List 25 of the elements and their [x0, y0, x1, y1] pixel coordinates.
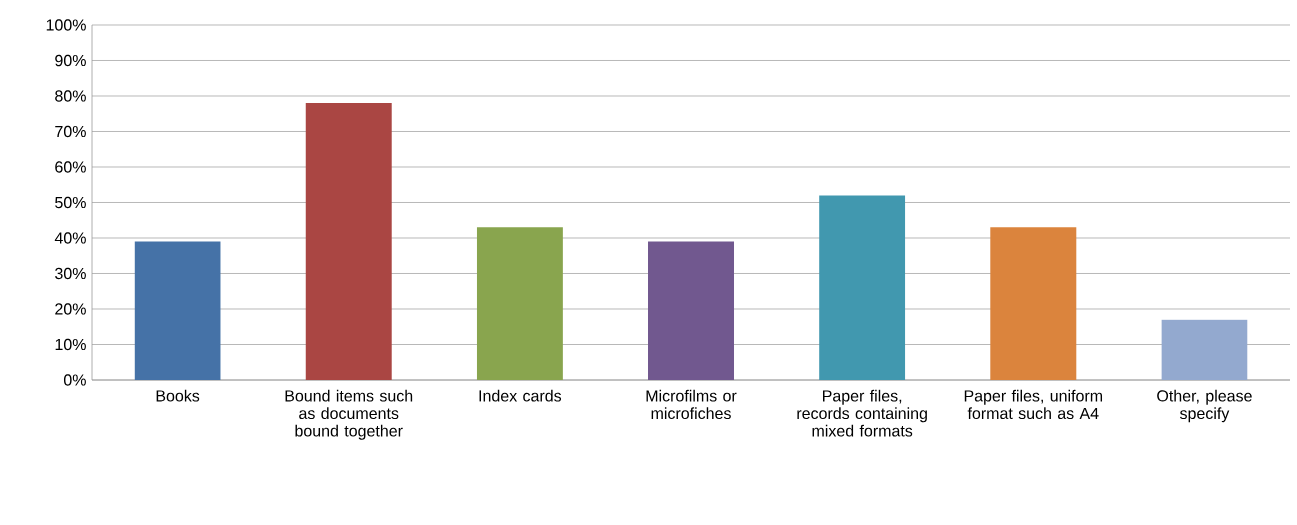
x-tick-label: Paper files, uniform format such as A4 [964, 389, 1103, 420]
y-tick-label: 60% [55, 161, 86, 173]
x-tick-label: Bound items such as documents bound together [285, 389, 413, 440]
y-tick-label: 70% [55, 125, 86, 138]
y-tick-label: 40% [54, 232, 86, 244]
bar [819, 195, 906, 380]
bar [476, 227, 563, 380]
bar [134, 241, 221, 380]
y-tick-label: 0% [63, 374, 86, 386]
y-tick-label: 10% [55, 338, 86, 351]
y-tick-label: 30% [55, 267, 86, 280]
x-tick-label: Paper files, records containing mixed formats [797, 389, 927, 437]
bar [1161, 319, 1248, 380]
y-tick-label: 80% [55, 90, 86, 102]
y-tick-label: 50% [55, 196, 86, 209]
x-tick-label: Books [156, 389, 200, 402]
x-tick-label: Other, please specify [1157, 389, 1252, 423]
bar [990, 227, 1077, 380]
bar [648, 241, 735, 380]
y-tick-label: 100% [46, 19, 86, 31]
y-tick-label: 90% [55, 54, 86, 67]
x-tick-label: Index cards [479, 389, 562, 402]
y-tick-label: 20% [55, 303, 86, 315]
x-tick-label: Microfilms or microfiches [646, 389, 737, 420]
bar [305, 103, 392, 380]
